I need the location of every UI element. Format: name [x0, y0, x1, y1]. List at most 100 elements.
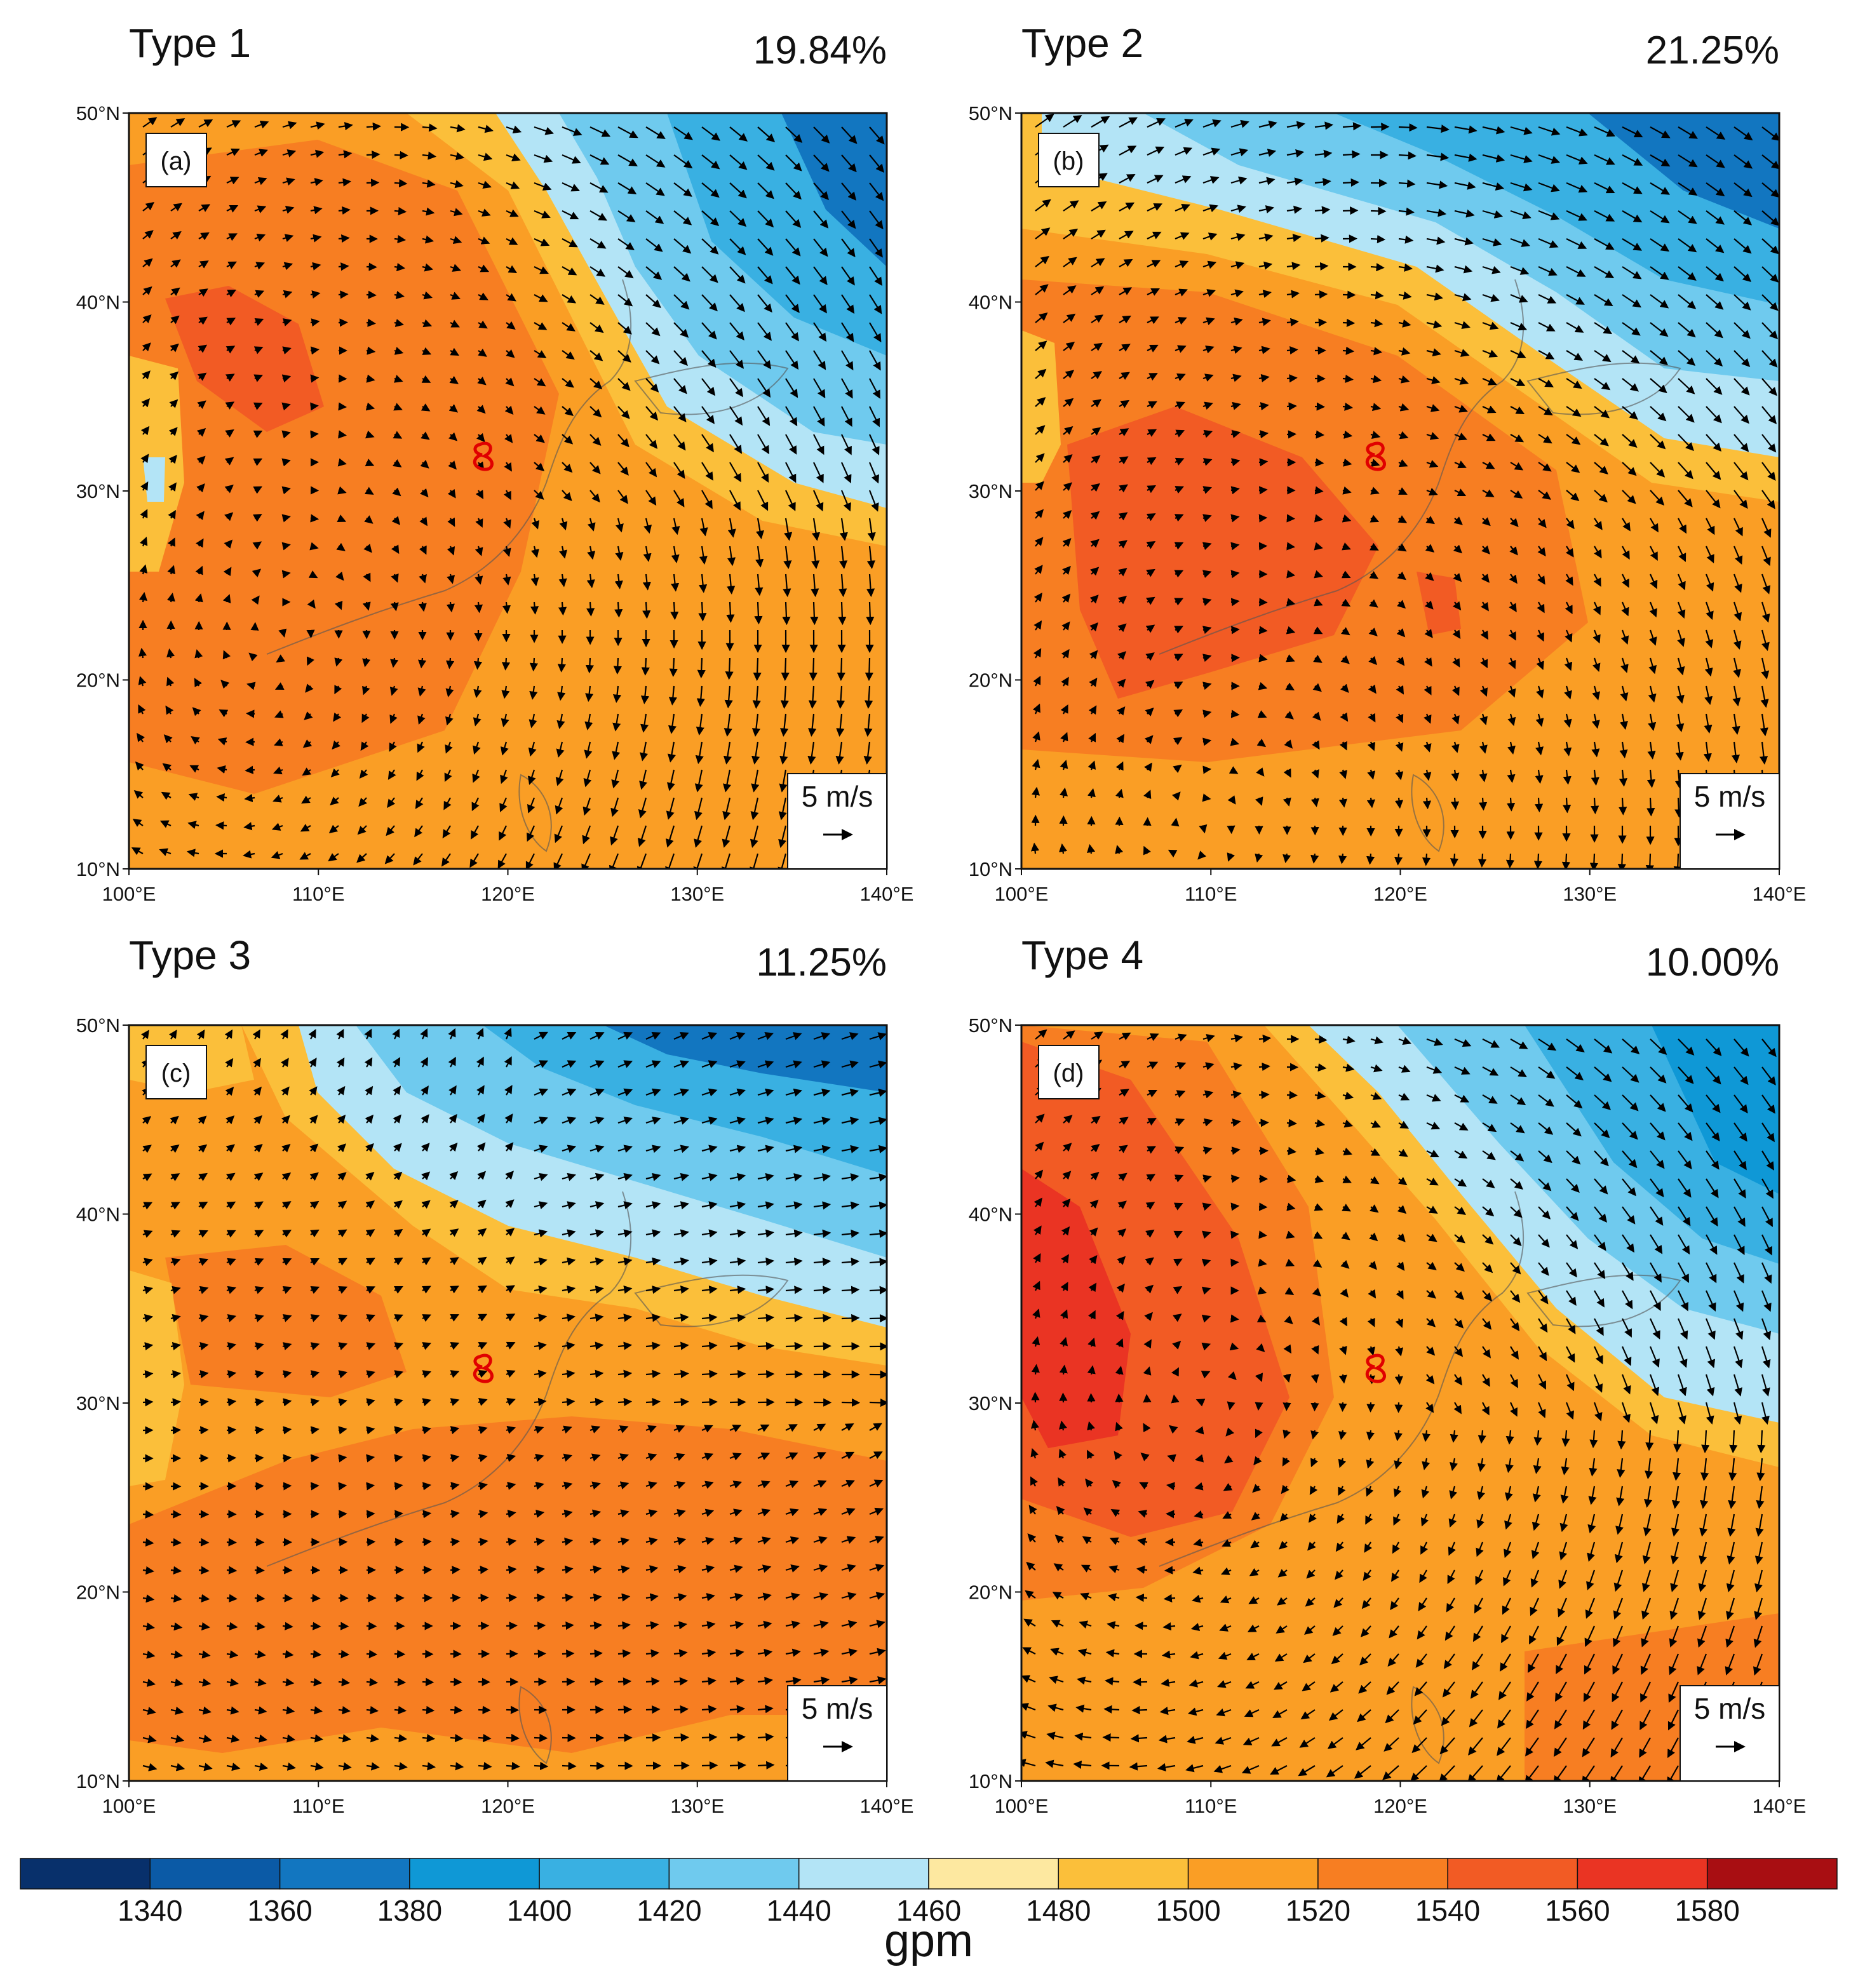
wind-vector — [140, 481, 149, 491]
wind-vector — [1258, 1091, 1270, 1099]
wind-vector — [1258, 1118, 1269, 1127]
lat-tick-label: 20°N — [76, 669, 120, 692]
colorbar-swatch — [149, 1858, 281, 1890]
wind-vector — [419, 516, 427, 527]
wind-vector — [1314, 1035, 1328, 1044]
lat-tick-label: 40°N — [969, 1204, 1013, 1226]
wind-vector — [254, 1622, 266, 1630]
wind-vector — [254, 1482, 264, 1491]
wind-vector — [673, 266, 690, 282]
wind-vector — [757, 126, 776, 142]
wind-vector — [366, 122, 382, 131]
wind-vector — [170, 343, 179, 353]
wind-vector — [785, 350, 799, 370]
wind-vector — [669, 657, 678, 677]
wind-vector — [502, 546, 511, 558]
wind-vector — [645, 462, 657, 478]
wind-vector — [589, 1649, 603, 1658]
wind-vector — [310, 1649, 322, 1658]
wind-vector — [478, 236, 490, 245]
wind-vector — [504, 434, 513, 443]
wind-vector — [446, 657, 455, 669]
wind-vector — [589, 490, 600, 503]
wind-vector — [138, 592, 147, 603]
wind-vector — [142, 117, 158, 128]
wind-vector — [562, 490, 572, 502]
wind-vector — [868, 434, 880, 455]
wind-vector — [1286, 514, 1295, 523]
wind-vector — [729, 490, 741, 511]
wind-vector — [506, 237, 518, 245]
wind-vector — [562, 182, 580, 192]
wind-vector — [226, 1594, 238, 1602]
colorbar-tick-label: 1560 — [1545, 1894, 1610, 1927]
wind-vector — [869, 294, 882, 314]
panel-b-lon-labels: 100°E 110°E 120°E 130°E 140°E — [995, 869, 1806, 905]
panel-a-island — [634, 362, 789, 415]
wind-vector — [562, 126, 582, 136]
wind-vector — [198, 119, 213, 128]
wind-vector — [254, 262, 266, 270]
panel-b: Type 2 21.25% (b) 5 m/s — [969, 20, 1807, 905]
panel-a-dark-blue — [781, 113, 887, 267]
wind-vector — [1230, 654, 1240, 662]
wind-vector — [282, 149, 297, 158]
wind-vector — [310, 346, 320, 355]
wind-vector — [615, 546, 624, 561]
wind-vector — [645, 126, 666, 139]
wind-vector — [447, 488, 456, 499]
wind-vector — [502, 574, 511, 586]
wind-vector — [282, 234, 294, 242]
wind-vector — [1087, 1393, 1096, 1403]
wind-vector — [506, 209, 519, 217]
panel-a-west-lightblue — [143, 457, 165, 502]
wind-vector — [1171, 817, 1180, 827]
wind-vector — [478, 1594, 489, 1602]
wind-vector — [475, 490, 484, 500]
wind-vector — [645, 238, 663, 252]
wind-vector — [617, 154, 638, 166]
wind-vector — [589, 350, 603, 361]
wind-vector — [811, 546, 820, 569]
colorbar-swatch — [668, 1858, 800, 1890]
wind-vector — [338, 290, 349, 299]
wind-vector — [475, 574, 483, 585]
wind-vector — [701, 490, 713, 509]
wind-vector — [253, 402, 263, 410]
wind-vector — [534, 490, 544, 500]
wind-vector — [841, 266, 855, 286]
wind-vector — [645, 350, 660, 365]
wind-vector — [169, 371, 179, 380]
wind-vector — [282, 1622, 293, 1630]
wind-vector — [142, 314, 152, 323]
colorbar-swatch — [1447, 1858, 1579, 1890]
wind-vector — [310, 1594, 321, 1602]
wind-vector — [757, 1761, 775, 1770]
wind-vector — [617, 490, 628, 504]
wind-vector — [363, 544, 372, 553]
wind-vector — [142, 1538, 154, 1547]
wind-vector — [503, 518, 511, 529]
wind-vector — [617, 350, 631, 363]
wind-vector — [671, 518, 680, 535]
wind-vector — [246, 709, 255, 718]
wind-vector — [506, 153, 521, 162]
wind-vector — [307, 599, 316, 609]
panel-a-title: Type 1 — [129, 20, 251, 66]
wind-vector — [252, 514, 262, 522]
wind-vector — [813, 462, 824, 483]
wind-vector — [254, 120, 269, 129]
wind-vector — [447, 546, 455, 556]
wind-vector — [530, 546, 539, 558]
panel-a-frequency: 19.84% — [753, 29, 887, 72]
wind-vector — [1450, 797, 1460, 810]
wind-vector — [701, 378, 716, 396]
colorbar-unit: gpm — [884, 1916, 973, 1966]
wind-vector — [450, 1566, 461, 1575]
wind-vector — [841, 126, 858, 144]
wind-vector — [614, 601, 623, 618]
wind-vector — [757, 1341, 775, 1350]
wind-vector — [673, 1369, 689, 1378]
wind-vector — [506, 1622, 518, 1630]
panel-a-reference-vector: 5 m/s — [787, 773, 887, 870]
